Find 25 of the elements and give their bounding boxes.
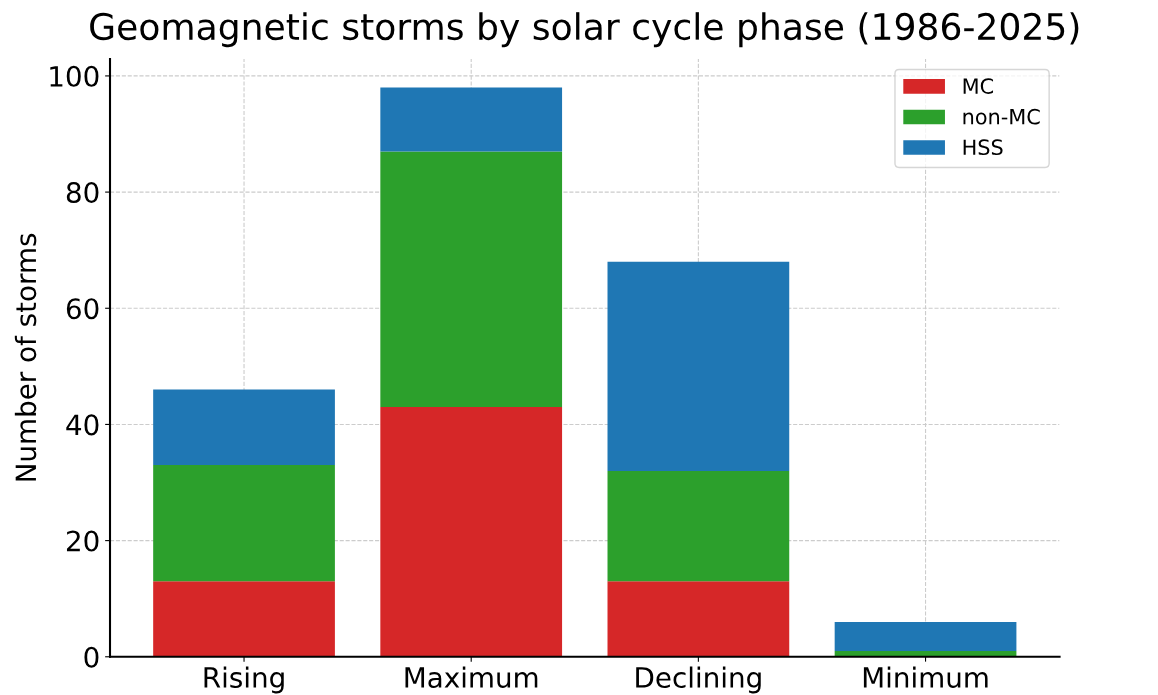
y-tick-label: 40: [66, 414, 99, 436]
legend-label: non-MC: [963, 108, 1040, 125]
y-tick-label: 100: [50, 65, 99, 87]
bar: [153, 465, 335, 582]
bar: [380, 407, 563, 657]
bar: [153, 389, 335, 466]
bar: [834, 621, 1017, 651]
x-tick-label: Rising: [204, 666, 284, 694]
bar: [380, 151, 563, 408]
legend-label: MC: [963, 78, 994, 94]
legend-label: HSS: [963, 139, 1003, 156]
x-tick-label: Maximum: [405, 666, 538, 688]
bar: [607, 470, 790, 582]
x-tick-label: Minimum: [863, 666, 988, 688]
y-axis-title: Number of storms: [14, 233, 37, 481]
y-tick-label: 80: [66, 182, 99, 204]
y-tick-label: 0: [84, 646, 99, 668]
bar: [607, 581, 790, 657]
y-tick-label: 20: [66, 530, 99, 552]
x-tick-label: Declining: [636, 666, 761, 694]
chart-title: Geomagnetic storms by solar cycle phase (1986-2025): [90, 12, 1079, 48]
bar: [380, 87, 563, 152]
bar: [153, 581, 335, 657]
bar: [607, 261, 790, 471]
y-tick-label: 60: [66, 298, 99, 320]
